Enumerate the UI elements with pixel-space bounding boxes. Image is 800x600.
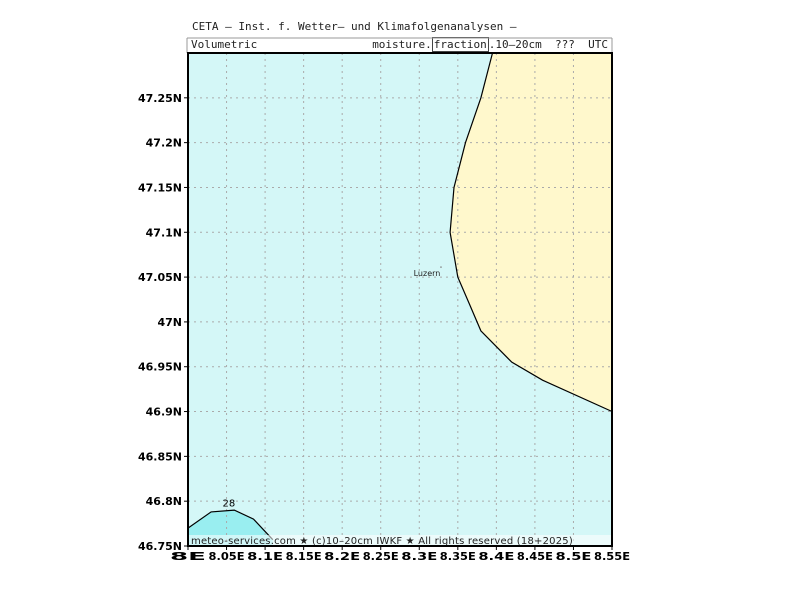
x-tick-label-0: 8E [170,550,206,563]
x-tick-label-10: 8.5E [555,550,591,563]
contour-layer [187,52,613,541]
x-tick-label-3: 8.15E [286,550,322,563]
units-box: fraction [431,37,489,52]
y-tick-label-5: 47N [157,316,182,329]
variable-label: Volumetric [191,38,258,51]
fill-layer [188,53,612,546]
y-tick-label-6: 47.05N [138,271,182,284]
city-marker [440,266,442,268]
x-tick-label-7: 8.35E [440,550,476,563]
y-tick-label-4: 46.95N [138,361,182,374]
x-tick-label-1: 8.05E [209,550,245,563]
x-tick-label-9: 8.45E [517,550,553,563]
units-prefix: moisture. [372,38,432,51]
axis-layer: 8E 8.05E 8.1E 8.15E 8.2E 8.25E 8.3E 8.35E 8.4E 8.… [138,52,630,563]
grid-layer [188,53,612,546]
y-tick-label-1: 46.8N [146,495,182,508]
map-frame [187,52,613,547]
y-tick-label-7: 47.1N [146,226,182,239]
x-tick-label-8: 8.4E [478,550,514,563]
y-tick-label-3: 46.9N [146,406,182,419]
units-suffix: .10–20cm ??? UTC [488,38,608,51]
variable-units: moisture. fraction .10–20cm ??? UTC [372,37,608,52]
y-tick-label-2: 46.85N [138,450,182,463]
x-tick-label-6: 8.3E [401,550,437,563]
x-tick-label-4: 8.2E [324,550,360,563]
contour-value-label: 28 [222,499,235,510]
city-label-luzern: Luzern [414,269,441,278]
x-tick-label-2: 8.1E [247,550,283,563]
y-tick-label-9: 47.2N [146,137,182,150]
contour-line-low [187,509,274,541]
x-tick-label-11: 8.55E [594,550,630,563]
label-layer: 28 Luzern meteo-services.com ★ (c)10–20cm … [188,266,612,547]
credit-text: meteo-services.com ★ (c)10–20cm IWKF ★ A… [191,536,573,547]
y-tick-label-8: 47.15N [138,181,182,194]
y-tick-label-0: 46.75N [138,540,182,553]
y-tick-label-10: 47.25N [138,92,182,105]
credit-backdrop [188,535,612,546]
contour-line-east [449,52,613,413]
x-tick-label-5: 8.25E [363,550,399,563]
map-title: CETA — Inst. f. Wetter— und Klimafolgena… [192,20,517,33]
